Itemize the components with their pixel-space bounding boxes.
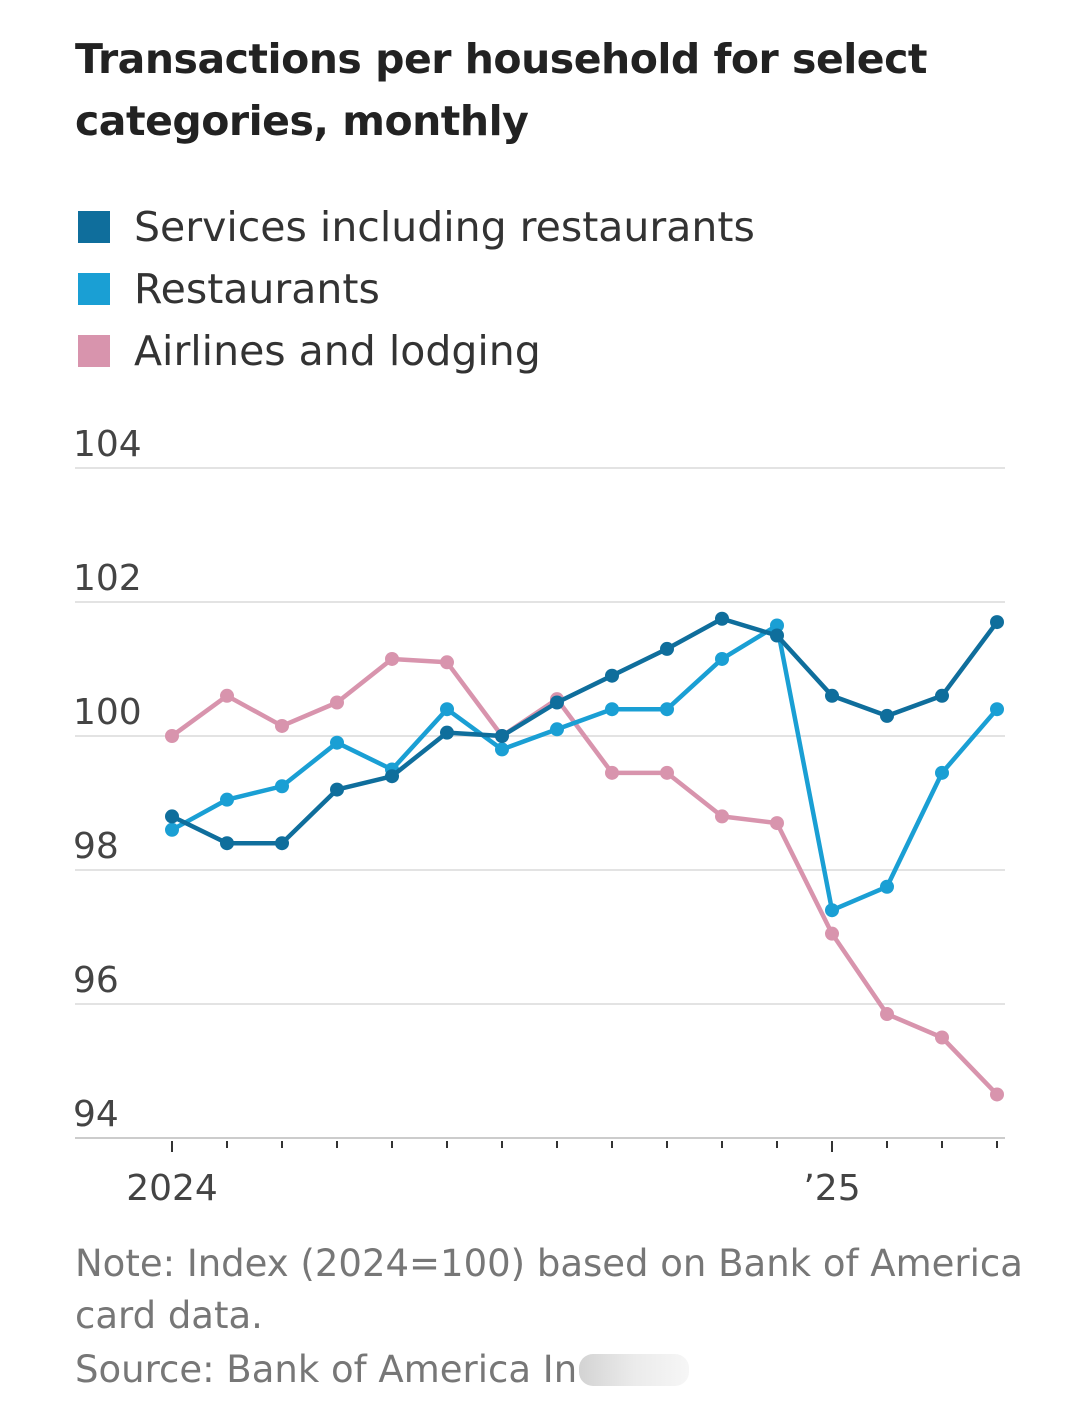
data-point-restaurants-2024-02 bbox=[220, 792, 234, 807]
data-point-services-2025-04 bbox=[990, 615, 1004, 630]
y-tick-label-100: 100 bbox=[73, 692, 142, 733]
source-text: Source: Bank of America In bbox=[75, 1348, 578, 1391]
data-point-restaurants-2024-03 bbox=[275, 779, 289, 794]
data-point-restaurants-2024-06 bbox=[440, 702, 454, 717]
legend-swatch-restaurants bbox=[78, 273, 110, 305]
data-point-services-2024-01 bbox=[165, 809, 179, 824]
data-point-airlines-2025-03 bbox=[935, 1030, 949, 1045]
data-point-airlines-2024-02 bbox=[220, 688, 234, 703]
y-tick-label-96: 96 bbox=[73, 960, 119, 1001]
legend: Services including restaurants Restauran… bbox=[78, 196, 755, 382]
data-point-services-2025-02 bbox=[880, 708, 894, 723]
data-point-airlines-2024-09 bbox=[605, 765, 619, 780]
data-point-airlines-2024-06 bbox=[440, 655, 454, 670]
data-point-airlines-2024-05 bbox=[385, 651, 399, 666]
legend-item-airlines: Airlines and lodging bbox=[78, 320, 755, 382]
data-point-restaurants-2024-07 bbox=[495, 742, 509, 757]
data-point-airlines-2024-03 bbox=[275, 718, 289, 733]
data-point-services-2024-07 bbox=[495, 729, 509, 743]
footnotes: Note: Index (2024=100) based on Bank of … bbox=[75, 1238, 1035, 1396]
data-point-services-2024-06 bbox=[440, 725, 454, 740]
data-point-restaurants-2024-08 bbox=[550, 722, 564, 737]
redaction-smudge bbox=[579, 1354, 690, 1386]
data-point-airlines-2024-04 bbox=[330, 695, 344, 710]
series-line-services bbox=[169, 616, 1000, 846]
data-point-restaurants-2024-04 bbox=[330, 735, 344, 750]
note-text: Note: Index (2024=100) based on Bank of … bbox=[75, 1242, 1023, 1337]
line-chart: 94 96 98 100 102 104 2024 ’25 bbox=[73, 424, 1005, 1209]
y-tick-label-102: 102 bbox=[73, 558, 142, 599]
data-point-airlines-2024-11 bbox=[715, 809, 729, 824]
legend-item-restaurants: Restaurants bbox=[78, 258, 755, 320]
data-point-airlines-2024-12 bbox=[770, 816, 784, 831]
legend-swatch-airlines bbox=[78, 335, 110, 367]
y-tick-label-104: 104 bbox=[73, 424, 142, 465]
data-point-airlines-2024-10 bbox=[660, 765, 674, 780]
series-line-airlines bbox=[169, 656, 1000, 1097]
legend-swatch-services bbox=[78, 211, 110, 243]
data-point-services-2024-12 bbox=[770, 628, 784, 643]
data-point-airlines-2025-02 bbox=[880, 1007, 894, 1022]
data-point-restaurants-2025-04 bbox=[990, 702, 1004, 717]
data-point-restaurants-2024-01 bbox=[165, 822, 179, 837]
x-tick-label-2025-01: ’25 bbox=[803, 1168, 860, 1209]
series-line-restaurants bbox=[169, 623, 1000, 913]
data-point-services-2024-04 bbox=[330, 782, 344, 797]
data-point-services-2024-08 bbox=[550, 695, 564, 710]
y-tick-label-94: 94 bbox=[73, 1094, 119, 1135]
data-point-services-2025-01 bbox=[825, 688, 839, 703]
data-point-airlines-2024-01 bbox=[165, 729, 179, 743]
data-point-restaurants-2024-09 bbox=[605, 702, 619, 717]
legend-label-restaurants: Restaurants bbox=[134, 265, 380, 313]
data-point-restaurants-2024-12 bbox=[770, 618, 784, 633]
legend-label-services: Services including restaurants bbox=[134, 203, 755, 251]
legend-item-services: Services including restaurants bbox=[78, 196, 755, 258]
source-line: Source: Bank of America In bbox=[75, 1344, 1035, 1396]
data-point-restaurants-2024-11 bbox=[715, 651, 729, 666]
data-point-services-2024-03 bbox=[275, 836, 289, 851]
chart-title: Transactions per household for select ca… bbox=[75, 35, 928, 145]
data-point-services-2024-11 bbox=[715, 611, 729, 626]
data-point-airlines-2025-04 bbox=[990, 1087, 1004, 1102]
data-point-services-2024-09 bbox=[605, 668, 619, 683]
y-tick-label-98: 98 bbox=[73, 826, 119, 867]
x-tick-label-2024-01: 2024 bbox=[126, 1168, 218, 1209]
data-point-services-2025-03 bbox=[935, 688, 949, 703]
data-point-restaurants-2024-10 bbox=[660, 702, 674, 717]
data-point-restaurants-2025-03 bbox=[935, 765, 949, 780]
data-point-services-2024-05 bbox=[385, 769, 399, 784]
data-point-restaurants-2025-02 bbox=[880, 879, 894, 894]
data-point-services-2024-10 bbox=[660, 641, 674, 656]
data-point-services-2024-02 bbox=[220, 836, 234, 851]
data-point-airlines-2025-01 bbox=[825, 926, 839, 941]
legend-label-airlines: Airlines and lodging bbox=[134, 327, 541, 375]
data-point-restaurants-2025-01 bbox=[825, 903, 839, 918]
